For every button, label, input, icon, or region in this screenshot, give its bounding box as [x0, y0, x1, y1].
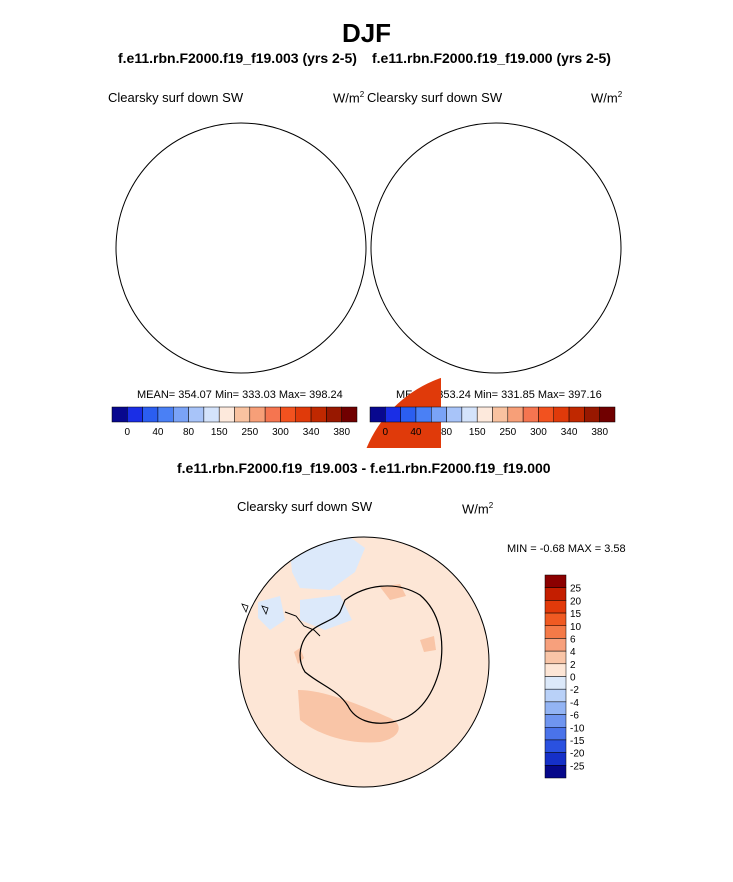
figure-title: DJF — [341, 18, 392, 48]
right-colorbar-box — [492, 406, 509, 423]
left-colorbar-box — [310, 406, 327, 423]
right-colorbar-tick-label: 150 — [469, 427, 486, 438]
diff-colorbar-tick-label: 15 — [570, 609, 582, 620]
right-panel-case-title: f.e11.rbn.F2000.f19_f19.000 (yrs 2-5) — [372, 50, 611, 66]
right-stats: MEAN= 353.24 Min= 331.85 Max= 397.16 — [396, 389, 602, 401]
diff-colorbar-box — [544, 727, 567, 741]
diff-colorbar-box — [544, 714, 567, 728]
diff-colorbar-tick-label: -10 — [570, 723, 585, 734]
diff-colorbar-tick-label: -2 — [570, 685, 579, 696]
diff-colorbar-tick-label: 4 — [570, 647, 576, 658]
left-colorbar-tick-label: 80 — [183, 427, 195, 438]
diff-colorbar-box — [544, 676, 567, 690]
left-colorbar-box — [295, 406, 312, 423]
left-colorbar-box — [234, 406, 251, 423]
diff-colorbar-box — [544, 625, 567, 639]
diff-variable-label: Clearsky surf down SW — [237, 499, 373, 514]
right-map — [370, 122, 622, 374]
left-colorbar-box — [142, 406, 159, 423]
right-colorbar-tick-label: 250 — [499, 427, 516, 438]
left-colorbar-box — [203, 406, 220, 423]
right-colorbar-tick-label: 380 — [591, 427, 608, 438]
right-colorbar-tick-label: 300 — [530, 427, 547, 438]
right-colorbar-box — [538, 406, 554, 423]
left-stats: MEAN= 354.07 Min= 333.03 Max= 398.24 — [137, 389, 343, 401]
right-colorbar-box — [507, 406, 524, 423]
right-colorbar-tick-label: 80 — [441, 427, 453, 438]
right-colorbar-box — [446, 406, 463, 423]
diff-colorbar-tick-label: 10 — [570, 622, 582, 633]
left-colorbar-tick-label: 0 — [125, 427, 131, 438]
diff-colorbar-tick-label: 6 — [570, 634, 576, 645]
left-colorbar-tick-label: 150 — [211, 427, 228, 438]
diff-colorbar-box — [544, 638, 567, 652]
right-colorbar-tick-label: 340 — [561, 427, 578, 438]
left-colorbar-tick-label: 300 — [272, 427, 289, 438]
left-colorbar-box — [111, 406, 128, 423]
right-colorbar-box — [369, 406, 386, 423]
left-panel-case-title: f.e11.rbn.F2000.f19_f19.003 (yrs 2-5) — [118, 50, 357, 66]
right-colorbar: 0 40 80 150 250 300 340 380 — [369, 406, 616, 438]
diff-colorbar-box — [544, 574, 567, 588]
diff-colorbar-box — [544, 688, 567, 703]
right-colorbar-box — [461, 406, 478, 423]
diff-colorbar-box — [544, 739, 567, 753]
diff-colorbar-box — [544, 650, 567, 665]
left-colorbar-tick-label: 40 — [152, 427, 164, 438]
diff-colorbar-box — [544, 587, 567, 601]
left-map — [115, 122, 442, 449]
diff-colorbar-tick-label: 20 — [570, 596, 582, 607]
right-colorbar-tick-label: 40 — [410, 427, 422, 438]
left-colorbar-box — [218, 406, 235, 423]
diff-colorbar-box — [544, 612, 567, 626]
diff-colorbar-tick-label: -25 — [570, 761, 585, 772]
right-colorbar-box — [476, 406, 493, 423]
right-colorbar-box — [568, 406, 585, 423]
diff-colorbar-box — [544, 701, 567, 715]
diff-colorbar-tick-label: 0 — [570, 673, 576, 684]
right-colorbar-box — [584, 406, 600, 423]
left-colorbar-box — [264, 406, 281, 423]
diff-units-label: W/m2 — [462, 501, 494, 517]
left-colorbar-tick-label: 380 — [333, 427, 350, 438]
diff-stats: MIN = -0.68 MAX = 3.58 — [507, 543, 626, 555]
left-colorbar-box — [188, 406, 205, 423]
diff-colorbar-tick-label: -20 — [570, 749, 585, 760]
diff-colorbar-tick-label: -6 — [570, 711, 579, 722]
left-colorbar-box — [173, 406, 189, 423]
right-units-label: W/m2 — [591, 90, 623, 106]
left-colorbar-tick-label: 250 — [241, 427, 258, 438]
left-colorbar-box — [326, 406, 342, 423]
right-colorbar-box — [400, 406, 417, 423]
right-colorbar-box — [522, 406, 539, 423]
diff-colorbar-box — [544, 765, 567, 779]
left-colorbar-box — [249, 406, 266, 423]
diff-colorbar-box — [544, 752, 567, 766]
left-colorbar: 0 40 80 150 250 300 340 380 — [111, 406, 358, 438]
diff-colorbar-box — [544, 600, 567, 614]
diff-colorbar-tick-label: -4 — [570, 698, 579, 709]
difference-map — [238, 536, 490, 788]
right-colorbar-box — [599, 406, 616, 423]
diff-colorbar-box — [544, 663, 567, 677]
left-colorbar-box — [341, 406, 358, 423]
right-colorbar-box — [553, 406, 570, 423]
diff-colorbar-tick-label: 25 — [570, 584, 582, 595]
right-colorbar-box — [431, 406, 447, 423]
left-colorbar-tick-label: 340 — [303, 427, 320, 438]
right-colorbar-tick-label: 0 — [383, 427, 389, 438]
right-variable-label: Clearsky surf down SW — [367, 90, 503, 105]
left-units-label: W/m2 — [333, 90, 365, 106]
left-colorbar-box — [127, 406, 143, 423]
left-variable-label: Clearsky surf down SW — [108, 90, 244, 105]
diff-colorbar-tick-label: -15 — [570, 736, 585, 747]
left-colorbar-box — [157, 406, 174, 423]
right-colorbar-box — [385, 406, 401, 423]
diff-colorbar-tick-label: 2 — [570, 660, 576, 671]
left-colorbar-box — [280, 406, 296, 423]
difference-title: f.e11.rbn.F2000.f19_f19.003 - f.e11.rbn.… — [177, 460, 551, 476]
right-colorbar-box — [415, 406, 432, 423]
